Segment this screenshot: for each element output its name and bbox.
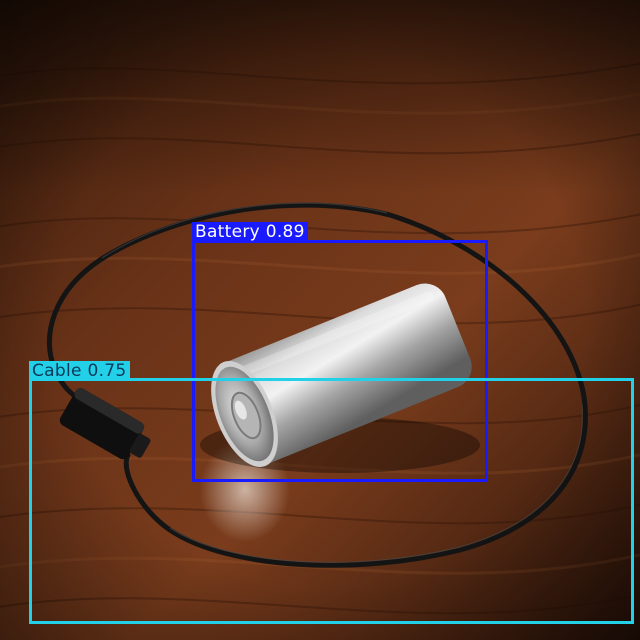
battery-detection-label: Battery 0.89 (192, 222, 308, 242)
cable-bounding-box (29, 378, 634, 624)
battery-bounding-box (192, 240, 488, 482)
cable-detection-label: Cable 0.75 (29, 361, 130, 381)
